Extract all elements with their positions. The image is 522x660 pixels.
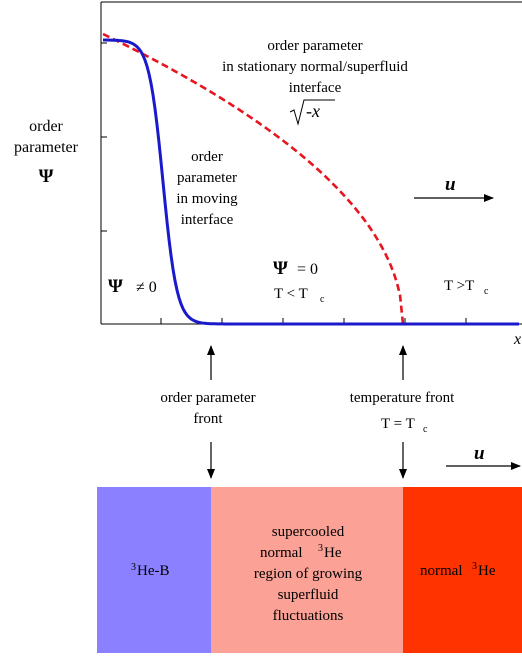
stationary-label-line1: order parameter (267, 38, 362, 54)
normal-he-pre: normal (420, 563, 463, 579)
y-axis-label-symbol: Ψ (39, 166, 54, 187)
supercooled-line2-post: He (324, 545, 342, 561)
op-front-label-line1: order parameter (160, 390, 255, 406)
op-front-label-line2: front (193, 411, 223, 427)
moving-label-line3: in moving (176, 191, 238, 207)
temp-front-eq-base: T = T (381, 416, 415, 432)
region-supercooled (211, 487, 403, 653)
region-he-b (97, 487, 211, 653)
supercooled-line2: normal 3 He (260, 543, 342, 561)
moving-label-line1: order (191, 149, 223, 165)
stationary-label-line2: in stationary normal/superfluid (222, 59, 408, 75)
psi-zero-relation: = 0 (297, 261, 318, 278)
supercooled-line2-sup: 3 (318, 543, 323, 554)
psi-nonzero-label: Ψ ≠ 0 (108, 276, 157, 297)
supercooled-line4: superfluid (278, 587, 339, 603)
temp-above-label: T >T c (444, 278, 489, 297)
psi-nonzero-relation: ≠ 0 (136, 279, 157, 296)
x-axis-label: x (513, 331, 521, 348)
temp-above-base: T >T (444, 278, 474, 294)
he-b-label: 3 He-B (131, 562, 170, 579)
moving-label-line4: interface (181, 212, 234, 228)
sqrt-radicand: -x (306, 101, 320, 121)
moving-interface-curve (103, 38, 519, 326)
region-normal (403, 487, 522, 653)
lower-velocity-label: u (474, 443, 485, 464)
temp-below-label: T < T c (274, 286, 325, 305)
plot-velocity-label: u (445, 174, 456, 195)
temp-below-base: T < T (274, 286, 308, 302)
y-axis-label-line1: order (29, 118, 63, 135)
stationary-interface-curve (102, 32, 405, 325)
y-axis-label-line2: parameter (14, 139, 79, 156)
radical-sign (289, 99, 335, 126)
y-ticks (101, 42, 107, 232)
temp-front-label-line2: T = T c (381, 416, 428, 435)
psi-zero-symbol: Ψ (273, 258, 288, 279)
stationary-label-line3: interface (289, 80, 342, 96)
he-b-sup: 3 (131, 562, 136, 573)
temp-above-sub: c (484, 286, 489, 297)
temp-front-label-line1: temperature front (350, 390, 455, 406)
psi-nonzero-symbol: Ψ (108, 276, 123, 297)
supercooled-line2-pre: normal (260, 545, 303, 561)
moving-label-line2: parameter (177, 170, 237, 186)
normal-he-post: He (478, 563, 496, 579)
temp-front-eq-sub: c (423, 424, 428, 435)
sqrt-label: -x (289, 99, 335, 126)
he-b-text: He-B (137, 563, 170, 579)
supercooled-line3: region of growing (254, 566, 363, 582)
supercooled-line1: supercooled (272, 524, 345, 540)
normal-he-sup: 3 (472, 561, 477, 572)
normal-he-label: normal 3 He (420, 561, 496, 579)
region-bar (97, 487, 522, 653)
psi-zero-label: Ψ = 0 (273, 258, 318, 279)
temp-below-sub: c (320, 294, 325, 305)
supercooled-line5: fluctuations (273, 608, 344, 624)
